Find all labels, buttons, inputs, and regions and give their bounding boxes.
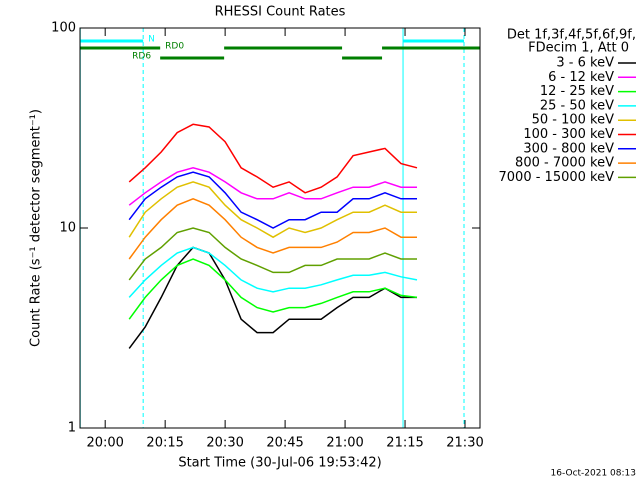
- legend-label: 3 - 6 keV: [556, 56, 614, 71]
- x-tick-label: 20:00: [86, 436, 123, 451]
- series-line: [128, 123, 418, 194]
- series-line: [128, 227, 417, 281]
- legend-label: 12 - 25 keV: [540, 84, 614, 99]
- legend-label: 100 - 300 keV: [523, 127, 614, 142]
- x-tick-label: 21:30: [446, 436, 483, 451]
- series-line: [128, 246, 418, 298]
- x-axis-label: Start Time (30-Jul-06 19:53:42): [178, 456, 381, 471]
- legend-title: Det 1f,3f,4f,5f,6f,9f,: [507, 28, 636, 43]
- legend-title: FDecim 1, Att 0: [528, 41, 629, 56]
- legend-label: 25 - 50 keV: [540, 98, 614, 113]
- series-line: [128, 181, 417, 239]
- x-tick-label: 21:00: [326, 436, 363, 451]
- footer: 16-Oct-2021 08:13: [551, 469, 636, 479]
- y-axis-label: Count Rate (s⁻¹ detector segment⁻¹): [29, 109, 44, 347]
- x-tick-label: 20:15: [146, 436, 183, 451]
- y-tick-label: 10: [59, 221, 76, 236]
- series-line: [128, 197, 417, 260]
- chart-title: RHESSI Count Rates: [215, 5, 346, 20]
- legend-label: 50 - 100 keV: [532, 113, 615, 128]
- y-tick-label: 100: [51, 21, 76, 36]
- state-label: RD6: [132, 52, 151, 62]
- series-line: [128, 171, 417, 229]
- state-label: RD0: [165, 42, 184, 52]
- legend-label: 7000 - 15000 keV: [499, 170, 615, 185]
- x-tick-label: 20:45: [266, 436, 303, 451]
- x-tick-label: 20:30: [206, 436, 243, 451]
- state-label: N: [148, 35, 155, 45]
- x-tick-label: 21:15: [386, 436, 423, 451]
- legend-label: 6 - 12 keV: [548, 70, 614, 85]
- legend-label: 300 - 800 keV: [523, 141, 614, 156]
- series-line: [128, 167, 417, 206]
- y-tick-label: 1: [68, 421, 76, 436]
- series-line: [128, 258, 418, 320]
- legend-label: 800 - 7000 keV: [515, 156, 614, 171]
